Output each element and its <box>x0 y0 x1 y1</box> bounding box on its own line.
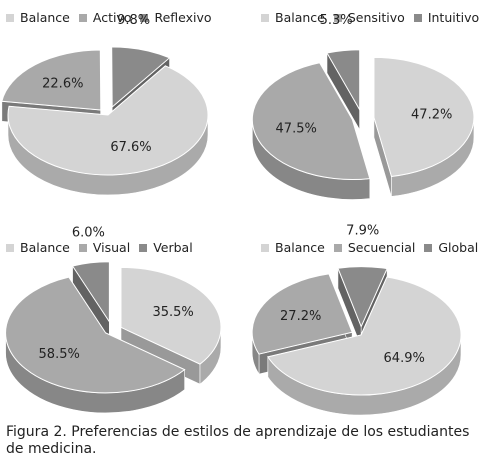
legend-item-balance: Balance <box>261 10 325 25</box>
legend-item-global: Global <box>424 240 478 255</box>
legend-label: Visual <box>92 240 131 255</box>
data-label-activo: 22.6% <box>42 77 83 92</box>
data-label-reflexivo: 9.8% <box>117 13 150 28</box>
data-label-global: 7.9% <box>346 224 379 239</box>
legend-item-balance: Balance <box>6 10 70 25</box>
legend-item-balance: Balance <box>6 240 70 255</box>
legend-item-verbal: Verbal <box>139 240 193 255</box>
legend-label: Balance <box>275 10 325 25</box>
pie-slice-activo <box>1 49 102 111</box>
legend-item-balance: Balance <box>261 240 325 255</box>
pie-slice-balance <box>373 56 475 177</box>
legend-item-secuencial: Secuencial <box>333 240 416 255</box>
legend-swatch <box>424 243 433 252</box>
pie-slice-global <box>337 266 388 328</box>
legend-label: Verbal <box>153 240 193 255</box>
figure-caption: Figura 2. Preferencias de estilos de apr… <box>6 424 470 457</box>
data-label-verbal: 6.0% <box>72 225 105 240</box>
data-label-visual: 58.5% <box>39 347 80 362</box>
legend-swatch <box>139 243 148 252</box>
pie-slice-balance <box>7 65 209 176</box>
data-label-secuencial: 27.2% <box>280 309 321 324</box>
legend-swatch <box>413 13 422 22</box>
pie-slice-visual <box>5 276 186 394</box>
legend-swatch <box>6 13 14 22</box>
legend-swatch <box>333 243 342 252</box>
data-label-intuitivo: 5.3% <box>320 13 353 28</box>
legend-swatch <box>333 13 342 22</box>
pie-slice-verbal <box>71 261 110 324</box>
legend-swatch <box>261 243 269 252</box>
legend-item-intuitivo: Intuitivo <box>413 10 480 25</box>
pie-slice-intuitivo <box>326 49 361 112</box>
legend-swatch <box>78 243 87 252</box>
legend-swatch <box>261 13 269 22</box>
legend-item-visual: Visual <box>78 240 131 255</box>
legend-label: Global <box>438 240 479 255</box>
pie-chart-3: 35.5% 58.5% 6.0% <box>5 225 222 414</box>
legend-swatch <box>140 13 149 22</box>
data-label-balance: 67.6% <box>110 140 151 155</box>
pie-chart-1: 67.6% 22.6% 9.8% <box>1 13 209 196</box>
legend-label: Intuitivo <box>427 10 480 25</box>
pie-slice-balance <box>267 276 462 396</box>
chart-legend: Balance Visual Verbal <box>6 240 202 255</box>
chart-legend: Balance Sensitivo Intuitivo <box>261 10 486 25</box>
legend-label: Secuencial <box>347 240 416 255</box>
legend-label: Balance <box>20 240 70 255</box>
legend-label: Activo <box>92 10 132 25</box>
pie-slice-reflexivo <box>111 46 171 109</box>
legend-label: Balance <box>275 240 325 255</box>
figure: Balance Activo Reflexivo 67.6% 22.6% 9.8% Bala… <box>1 10 486 416</box>
pie-slice-secuencial <box>251 273 353 355</box>
data-label-balance: 64.9% <box>384 351 425 366</box>
data-label-balance: 35.5% <box>152 305 193 320</box>
data-label-balance: 47.2% <box>411 107 452 122</box>
legend-item-sensitivo: Sensitivo <box>333 10 405 25</box>
legend-label: Balance <box>20 10 70 25</box>
legend-item-activo: Activo <box>78 10 132 25</box>
data-label-sensitivo: 47.5% <box>276 121 317 136</box>
pie-slice-balance <box>120 266 222 365</box>
legend-swatch <box>78 13 87 22</box>
pie-chart-4: 64.9% 27.2% 7.9% <box>251 224 462 416</box>
legend-label: Sensitivo <box>347 10 405 25</box>
legend-swatch <box>6 243 14 252</box>
pie-chart-2: 47.2% 47.5% 5.3% <box>251 13 475 200</box>
chart-legend: Balance Activo Reflexivo <box>6 10 221 25</box>
chart-legend: Balance Secuencial Global <box>261 240 486 255</box>
legend-label: Reflexivo <box>154 10 212 25</box>
pie-slice-sensitivo <box>251 62 371 181</box>
legend-item-reflexivo: Reflexivo <box>140 10 212 25</box>
